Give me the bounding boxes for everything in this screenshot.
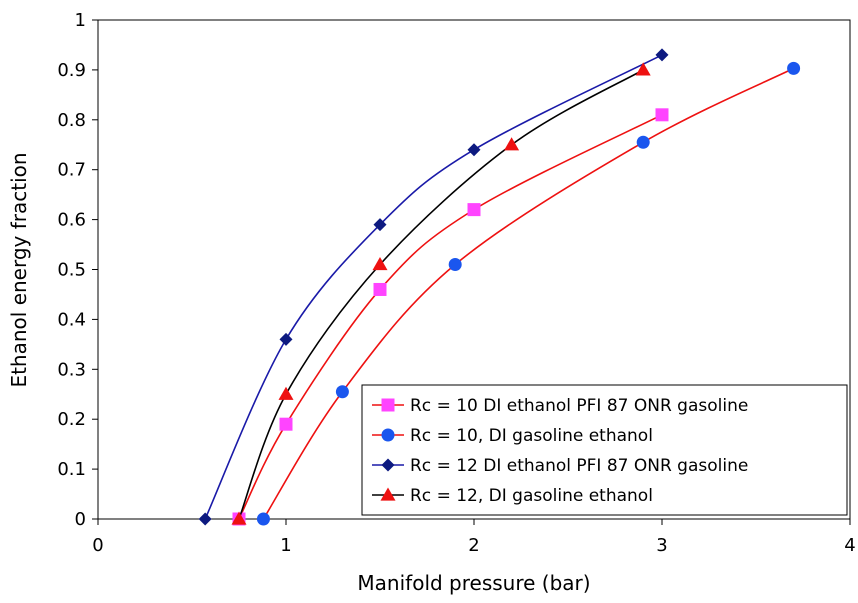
data-point (448, 258, 462, 272)
x-tick-label: 2 (468, 535, 479, 556)
data-point (655, 48, 669, 62)
series-layer (198, 48, 801, 526)
x-tick-label: 1 (280, 535, 291, 556)
legend-entry: Rc = 12 DI ethanol PFI 87 ONR gasoline (372, 456, 748, 476)
data-point (787, 61, 801, 75)
x-tick-label: 4 (844, 535, 855, 556)
series-4 (231, 62, 651, 525)
data-point (504, 137, 520, 151)
data-point (467, 143, 481, 157)
x-tick-label: 3 (656, 535, 667, 556)
y-tick-label: 0.1 (57, 459, 86, 480)
y-tick-label: 0.7 (57, 160, 86, 181)
legend-label: Rc = 12, DI gasoline ethanol (410, 486, 653, 506)
y-axis-title: Ethanol energy fraction (7, 152, 31, 387)
data-point (279, 417, 293, 431)
data-point (335, 385, 349, 399)
data-point (198, 512, 212, 526)
legend-marker (380, 487, 396, 501)
legend-entry: Rc = 12, DI gasoline ethanol (372, 486, 653, 506)
y-tick-label: 0.6 (57, 210, 86, 231)
legend-marker (381, 398, 395, 412)
y-tick-label: 0.8 (57, 110, 86, 131)
y-tick-label: 0.9 (57, 60, 86, 81)
series-3 (198, 48, 669, 526)
data-point (655, 108, 669, 122)
y-axis-ticks: 0 0.1 0.2 0.3 0.4 0.5 0.6 0.7 0.8 0.9 1 (57, 10, 98, 530)
legend-box (361, 384, 848, 516)
y-tick-label: 0.4 (57, 309, 86, 330)
y-tick-label: 1 (75, 10, 86, 31)
legend: Rc = 10 DI ethanol PFI 87 ONR gasoline Rc… (361, 384, 848, 516)
legend-label: Rc = 12 DI ethanol PFI 87 ONR gasoline (410, 456, 748, 476)
x-axis-title: Manifold pressure (bar) (357, 571, 590, 595)
x-tick-label: 0 (92, 535, 103, 556)
legend-marker (381, 428, 395, 442)
legend-entry: Rc = 10, DI gasoline ethanol (372, 426, 653, 446)
data-point (279, 332, 293, 346)
y-tick-label: 0.2 (57, 409, 86, 430)
legend-marker (381, 458, 395, 472)
y-tick-label: 0 (75, 509, 86, 530)
data-point (278, 386, 294, 400)
data-point (231, 511, 247, 525)
legend-label: Rc = 10, DI gasoline ethanol (410, 426, 653, 446)
x-axis-ticks: 0 1 2 3 4 (92, 519, 856, 556)
legend-label: Rc = 10 DI ethanol PFI 87 ONR gasoline (410, 396, 748, 416)
data-point (256, 512, 270, 526)
data-point (372, 257, 388, 271)
data-point (373, 282, 387, 296)
data-point (373, 218, 387, 232)
data-point (636, 135, 650, 149)
series-2 (256, 61, 801, 526)
y-tick-label: 0.5 (57, 260, 86, 281)
legend-entry: Rc = 10 DI ethanol PFI 87 ONR gasoline (372, 396, 748, 416)
data-point (467, 203, 481, 217)
data-point (635, 62, 651, 76)
y-tick-label: 0.3 (57, 359, 86, 380)
